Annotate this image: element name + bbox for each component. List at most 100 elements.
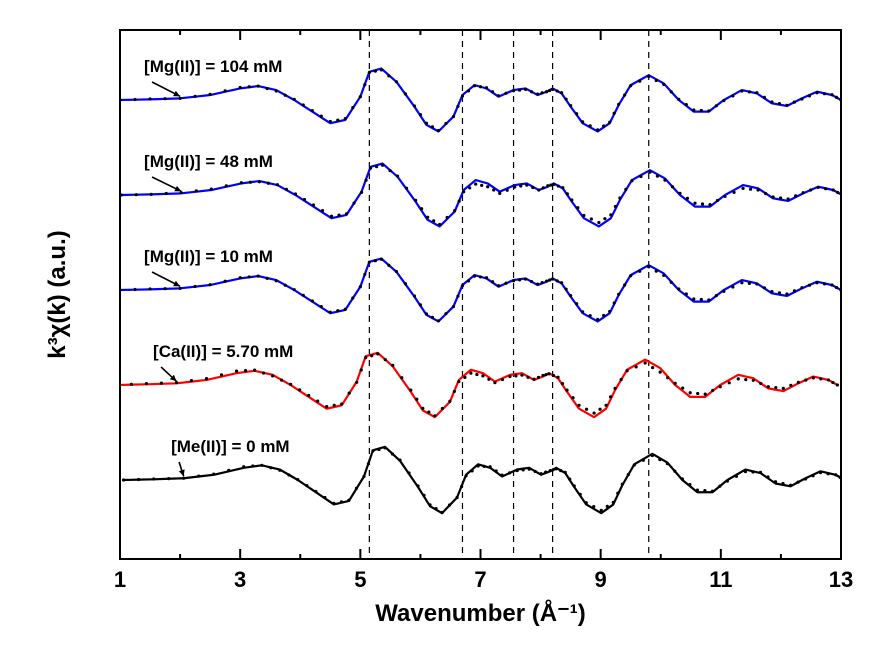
chart-bg xyxy=(0,0,871,649)
trace-dot xyxy=(434,507,437,510)
trace-dot xyxy=(167,477,170,480)
trace-dot xyxy=(545,90,548,93)
trace-dot xyxy=(340,500,343,503)
trace-label-2: [Mg(II)] = 10 mM xyxy=(144,247,273,266)
trace-dot xyxy=(812,376,815,379)
trace-dot xyxy=(148,97,151,100)
xtick-label: 13 xyxy=(829,567,853,592)
trace-dot xyxy=(604,404,607,407)
trace-dot xyxy=(257,274,260,277)
trace-dot xyxy=(463,376,466,379)
trace-dot xyxy=(793,289,796,292)
trace-dot xyxy=(655,270,658,273)
trace-dot xyxy=(413,104,416,107)
trace-dot xyxy=(461,284,464,287)
trace-dot xyxy=(137,478,140,481)
trace-dot xyxy=(560,281,563,284)
trace-dot xyxy=(823,92,826,95)
trace-dot xyxy=(528,468,531,471)
trace-dot xyxy=(473,84,476,87)
trace-dot xyxy=(556,89,559,92)
trace-dot xyxy=(804,378,807,381)
trace-dot xyxy=(462,190,465,193)
trace-dot xyxy=(520,374,523,377)
trace-dot xyxy=(811,474,814,477)
trace-dot xyxy=(564,471,567,474)
trace-dot xyxy=(671,185,674,188)
trace-dot xyxy=(836,383,839,386)
trace-dot xyxy=(685,292,688,295)
trace-dot xyxy=(369,167,372,170)
trace-dot xyxy=(552,468,555,471)
trace-dot xyxy=(827,378,830,381)
trace-dot xyxy=(481,374,484,377)
trace-dot xyxy=(420,207,423,210)
trace-dot xyxy=(700,109,703,112)
trace-dot xyxy=(715,294,718,297)
trace-dot xyxy=(707,298,710,301)
trace-dot xyxy=(368,261,371,264)
trace-dot xyxy=(602,124,605,127)
trace-dot xyxy=(163,97,166,100)
trace-dot xyxy=(387,264,390,267)
trace-dot xyxy=(518,278,521,281)
trace-dot xyxy=(618,196,621,199)
trace-dot xyxy=(600,509,603,512)
trace-dot xyxy=(570,198,573,201)
trace-dot xyxy=(455,496,458,499)
trace-dot xyxy=(787,197,790,200)
trace-dot xyxy=(748,90,751,93)
trace-dot xyxy=(565,98,568,101)
trace-dot xyxy=(321,209,324,212)
trace-dot xyxy=(197,475,200,478)
trace-dot xyxy=(766,475,769,478)
trace-dot xyxy=(778,102,781,105)
trace-dot xyxy=(673,470,676,473)
trace-dot xyxy=(589,124,592,127)
trace-dot xyxy=(432,219,435,222)
trace-dot xyxy=(344,308,347,311)
trace-dot xyxy=(525,183,528,186)
trace-dot xyxy=(551,88,554,91)
trace-dot xyxy=(464,474,467,477)
trace-dot xyxy=(688,483,691,486)
trace-label-1: [Mg(II)] = 48 mM xyxy=(144,152,273,171)
trace-dot xyxy=(689,391,692,394)
trace-dot xyxy=(722,99,725,102)
trace-dot xyxy=(835,96,838,99)
trace-dot xyxy=(486,185,489,188)
trace-dot xyxy=(545,279,548,282)
trace-dot xyxy=(355,487,358,490)
trace-dot xyxy=(581,120,584,123)
trace-dot xyxy=(772,195,775,198)
trace-dot xyxy=(663,178,666,181)
trace-dot xyxy=(778,291,781,294)
trace-dot xyxy=(336,309,339,312)
trace-dot xyxy=(205,377,208,380)
trace-dot xyxy=(764,192,767,195)
trace-dot xyxy=(638,270,641,273)
trace-dot xyxy=(320,305,323,308)
trace-dot xyxy=(592,505,595,508)
trace-dot xyxy=(774,480,777,483)
trace-dot xyxy=(364,179,367,182)
trace-dot xyxy=(360,191,363,194)
trace-dot xyxy=(404,92,407,95)
trace-dot xyxy=(249,181,252,184)
trace-dot xyxy=(647,75,650,78)
trace-dot xyxy=(531,186,534,189)
trace-dot xyxy=(329,311,332,314)
trace-label-0: [Mg(II)] = 104 mM xyxy=(144,57,282,76)
trace-dot xyxy=(658,458,661,461)
trace-dot xyxy=(285,188,288,191)
trace-dot xyxy=(152,477,155,480)
trace-dot xyxy=(506,189,509,192)
trace-dot xyxy=(701,202,704,205)
trace-dot xyxy=(817,186,820,189)
trace-dot xyxy=(209,283,212,286)
trace-dot xyxy=(655,79,658,82)
trace-dot xyxy=(351,106,354,109)
trace-dot xyxy=(492,188,495,191)
trace-dot xyxy=(552,183,555,186)
trace-dot xyxy=(582,214,585,217)
